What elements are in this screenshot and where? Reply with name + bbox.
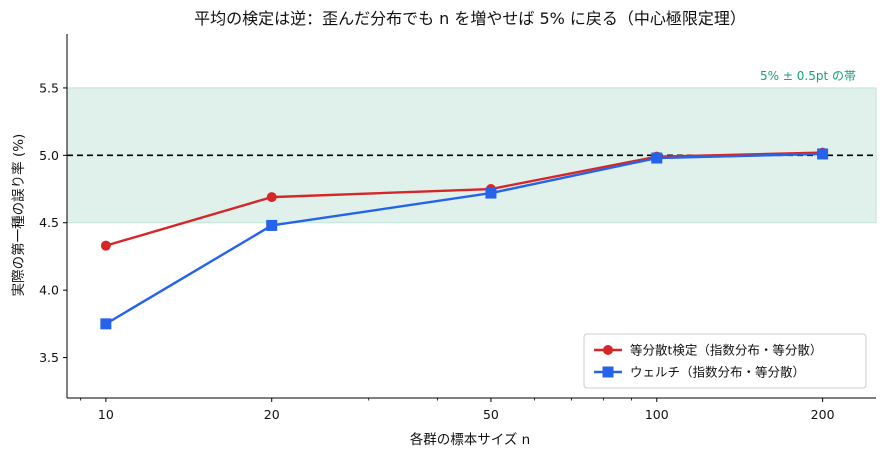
- y-tick-label: 4.5: [39, 215, 59, 230]
- data-point: [817, 148, 829, 160]
- x-tick-label: 10: [98, 407, 114, 422]
- x-axis-label: 各群の標本サイズ n: [410, 432, 530, 448]
- data-point: [100, 240, 111, 251]
- legend-label: 等分散t検定（指数分布・等分散）: [630, 343, 822, 358]
- plot-area: 5% ± 0.5pt の帯: [66, 69, 877, 330]
- y-tick-label: 5.5: [39, 80, 59, 95]
- data-point: [485, 187, 497, 199]
- y-tick-label: 4.0: [39, 283, 59, 298]
- chart-title: 平均の検定は逆：歪んだ分布でも n を増やせば 5% に戻る（中心極限定理）: [194, 9, 746, 28]
- legend: 等分散t検定（指数分布・等分散） ウェルチ（指数分布・等分散）: [583, 333, 867, 389]
- x-tick-label: 20: [264, 407, 280, 422]
- axes: 3.5 4.0 4.5 5.0 5.5 10 20 50 100 200: [39, 34, 876, 422]
- data-point: [651, 152, 663, 164]
- band-label: 5% ± 0.5pt の帯: [760, 69, 856, 83]
- data-point: [266, 192, 277, 203]
- data-point: [100, 318, 112, 330]
- x-tick-label: 50: [483, 407, 499, 422]
- legend-label: ウェルチ（指数分布・等分散）: [630, 365, 805, 380]
- x-tick-label: 100: [645, 407, 669, 422]
- data-point: [266, 219, 278, 231]
- y-tick-label: 3.5: [39, 350, 59, 365]
- legend-marker: [603, 345, 613, 355]
- y-axis-label: 実際の第一種の誤り率 (%): [10, 134, 27, 297]
- x-tick-label: 200: [811, 407, 835, 422]
- y-tick-label: 5.0: [39, 148, 59, 163]
- legend-box: [583, 333, 867, 389]
- legend-marker: [602, 366, 614, 378]
